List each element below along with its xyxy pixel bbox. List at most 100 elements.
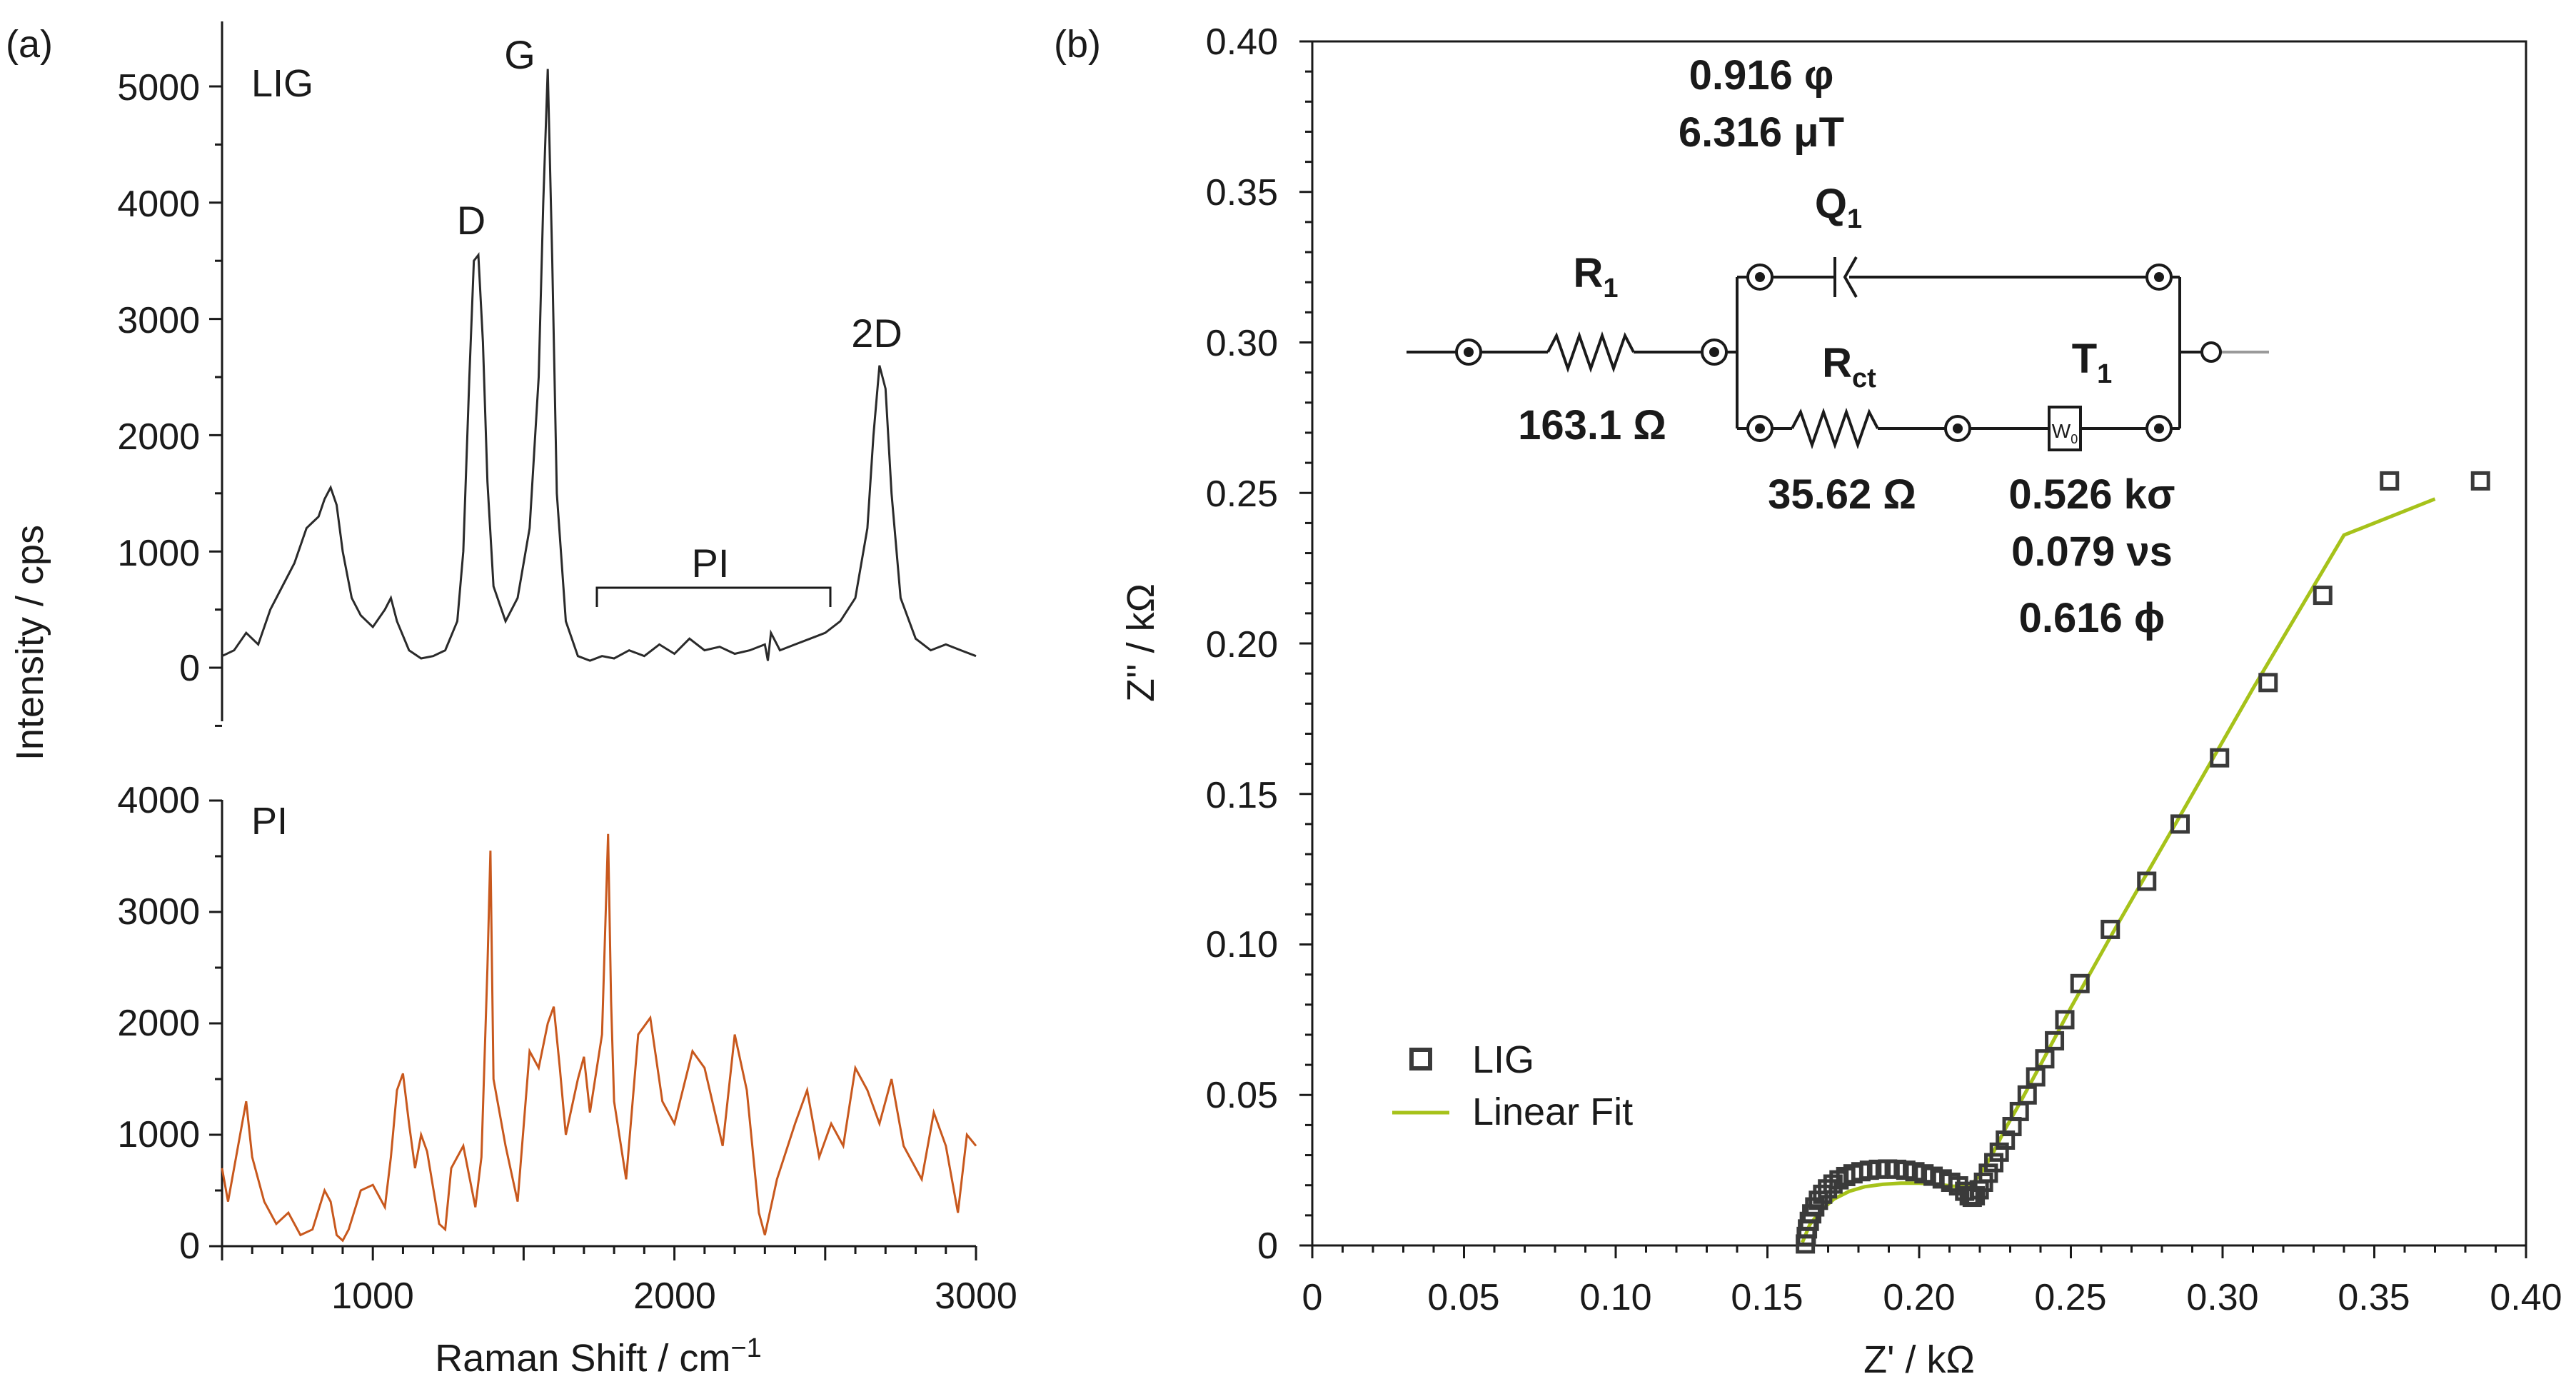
circuit-node-dot: [2154, 272, 2164, 282]
pi-tick-3000: 3000: [117, 891, 200, 933]
resistor-r1: [1546, 331, 1635, 373]
circuit-node-dot: [1709, 347, 1719, 357]
lig-impedance-point: [2258, 673, 2278, 693]
rct-value: 35.62 Ω: [1768, 471, 1916, 518]
circuit-node-dot: [2154, 423, 2164, 433]
pi-region-label: PI: [692, 541, 730, 586]
lig-spectrum-line: [221, 69, 977, 662]
panel-b: (b) 0.40 0.35 0.30 0.25 0.20 0.15 0.10 0…: [1054, 21, 2562, 1381]
pi-axis-ticks: [209, 799, 977, 1260]
circuit-node-dot: [1755, 272, 1765, 282]
ny-tick-0: 0: [1257, 1225, 1278, 1267]
lig-tick-2000: 2000: [117, 416, 200, 458]
lig-impedance-point: [2137, 871, 2157, 891]
lig-label: LIG: [251, 62, 313, 105]
q1-value-2: 6.316 μT: [1679, 109, 1844, 156]
legend-marker-lig: [1409, 1048, 1432, 1070]
panel-a-label: (a): [6, 23, 53, 66]
t1-value-3: 0.616 ϕ: [2019, 595, 2165, 641]
nx-tick-0.05: 0.05: [1427, 1277, 1499, 1318]
circuit-node-dot: [1464, 347, 1474, 357]
pi-tick-0: 0: [179, 1225, 200, 1267]
pi-tick-4000: 4000: [117, 780, 200, 821]
r1-label: R1: [1573, 250, 1618, 304]
cpe-q1-angle: [1843, 256, 1858, 298]
x-tick-3000: 3000: [935, 1275, 1017, 1317]
legend: LIG Linear Fit: [1392, 1038, 1633, 1133]
lig-impedance-point: [2380, 471, 2400, 491]
legend-label-lig: LIG: [1472, 1038, 1534, 1081]
circuit-node-dot: [1953, 423, 1963, 433]
lig-impedance-point: [1813, 1184, 1833, 1204]
pi-region-bracket: [595, 586, 832, 607]
lig-impedance-point: [2100, 919, 2120, 939]
lig-tick-1000: 1000: [117, 533, 200, 574]
nyquist-x-tick-labels: 0 0.05 0.10 0.15 0.20 0.25 0.30 0.35 0.4…: [1302, 1277, 2562, 1318]
lig-impedance-point: [2070, 973, 2090, 993]
nyquist-ticks: [1299, 40, 2527, 1258]
q1-value-1: 0.916 φ: [1689, 52, 1834, 99]
nyquist-y-title: Z'' / kΩ: [1120, 583, 1162, 702]
lig-y-ticks: [209, 85, 222, 727]
x-axis-title: Raman Shift / cm−1: [435, 1333, 761, 1380]
ny-tick-0.35: 0.35: [1206, 172, 1278, 214]
nx-tick-0.20: 0.20: [1883, 1277, 1955, 1318]
nyquist-x-title: Z' / kΩ: [1863, 1338, 1975, 1381]
lig-impedance-point: [2055, 1010, 2075, 1030]
pi-tick-1000: 1000: [117, 1114, 200, 1155]
nx-tick-0.40: 0.40: [2490, 1277, 2562, 1318]
lig-impedance-point: [2017, 1085, 2037, 1105]
lig-impedance-point: [2035, 1049, 2055, 1069]
lig-data-markers: [1796, 471, 2490, 1254]
lig-impedance-point: [1978, 1163, 1998, 1183]
circuit-terminal-open: [2200, 341, 2222, 363]
warburg-label: W0: [2052, 420, 2078, 446]
panel-a: (a) 5000 4000 3000 2000 1000 0 LIG D G 2…: [6, 21, 1017, 1380]
circuit-wires: [1736, 276, 2204, 430]
circuit-node-dot: [1755, 423, 1765, 433]
peak-g-label: G: [504, 32, 535, 77]
ny-tick-0.05: 0.05: [1206, 1075, 1278, 1116]
y-axis-title: Intensity / cps: [9, 525, 51, 761]
x-tick-1000: 1000: [331, 1275, 414, 1317]
q1-label: Q1: [1815, 181, 1862, 234]
lig-tick-3000: 3000: [117, 300, 200, 341]
peak-2d-label: 2D: [851, 311, 902, 356]
lig-tick-0: 0: [179, 648, 200, 689]
ny-tick-0.40: 0.40: [1206, 21, 1278, 63]
pi-label: PI: [251, 800, 288, 843]
lig-impedance-point: [2470, 471, 2490, 491]
lig-tick-5000: 5000: [117, 67, 200, 109]
ny-tick-0.25: 0.25: [1206, 473, 1278, 515]
ny-tick-0.30: 0.30: [1206, 323, 1278, 364]
x-tick-2000: 2000: [633, 1275, 716, 1317]
ny-tick-0.10: 0.10: [1206, 924, 1278, 966]
nx-tick-0.15: 0.15: [1731, 1277, 1803, 1318]
ny-tick-0.20: 0.20: [1206, 624, 1278, 666]
equivalent-circuit: 0.916 φ 6.316 μT Q1 R1 Rct T1 163.1 Ω 35…: [1407, 52, 2269, 641]
resistor-rct: [1791, 407, 1879, 450]
t1-value-1: 0.526 kσ: [2008, 471, 2175, 518]
t1-value-2: 0.079 νs: [2011, 528, 2173, 575]
pi-spectrum-line: [221, 833, 977, 1243]
lig-impedance-point: [2170, 814, 2190, 834]
nx-tick-0.35: 0.35: [2338, 1277, 2410, 1318]
r1-value: 163.1 Ω: [1518, 402, 1666, 448]
warburg-element-w0: [2048, 406, 2082, 451]
lig-impedance-point: [2313, 586, 2333, 606]
lig-tick-4000: 4000: [117, 184, 200, 225]
lig-impedance-point: [2045, 1031, 2065, 1050]
t1-label: T1: [2072, 336, 2113, 389]
ny-tick-0.15: 0.15: [1206, 775, 1278, 816]
nx-tick-0.30: 0.30: [2186, 1277, 2258, 1318]
nyquist-y-tick-labels: 0.40 0.35 0.30 0.25 0.20 0.15 0.10 0.05 …: [1206, 21, 1278, 1267]
lig-impedance-point: [1984, 1153, 2004, 1173]
nx-tick-0.25: 0.25: [2034, 1277, 2106, 1318]
nx-tick-0: 0: [1302, 1277, 1323, 1318]
nx-tick-0.10: 0.10: [1579, 1277, 1651, 1318]
rct-label: Rct: [1822, 340, 1876, 393]
pi-tick-2000: 2000: [117, 1003, 200, 1044]
lig-impedance-point: [2026, 1067, 2046, 1087]
peak-d-label: D: [457, 198, 485, 243]
